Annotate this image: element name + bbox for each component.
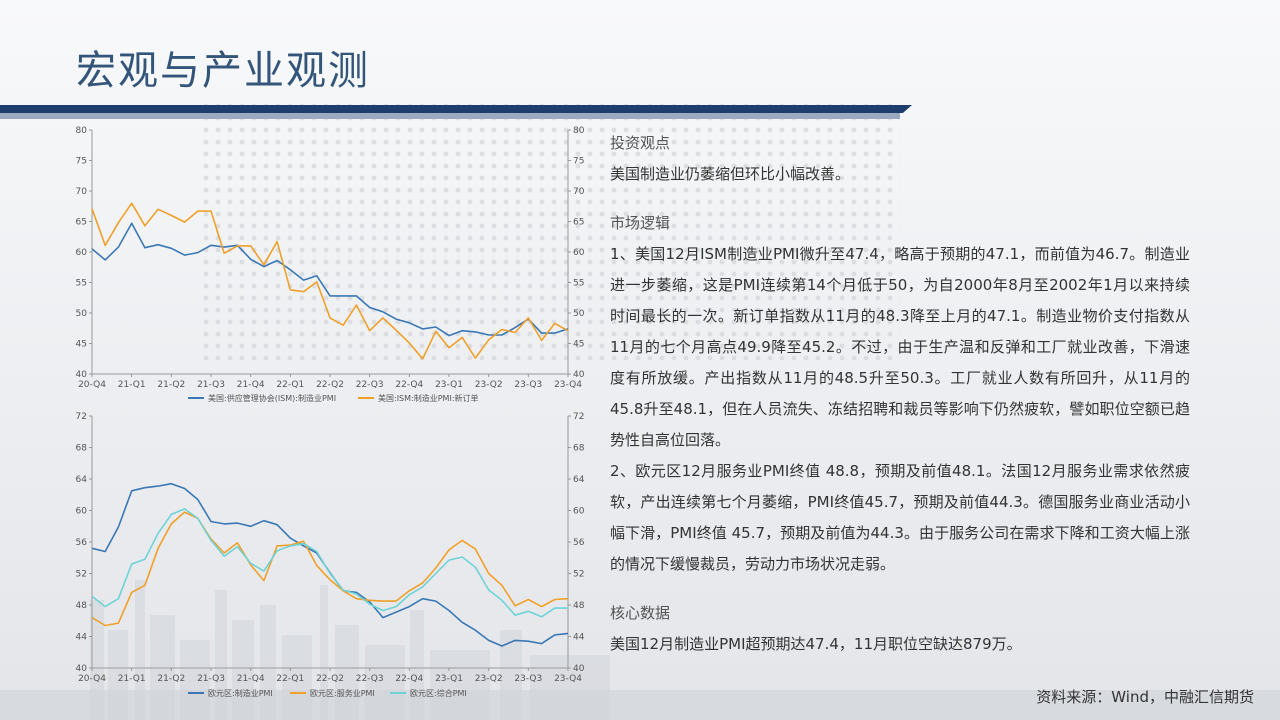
y2-tick-label: 60 [573, 507, 585, 517]
y2-tick-label: 44 [573, 633, 585, 643]
x-tick-label: 20-Q4 [78, 380, 106, 390]
y2-tick-label: 50 [573, 309, 585, 319]
source-note: 资料来源：Wind，中融汇信期货 [1036, 688, 1254, 706]
x-tick-label: 23-Q2 [475, 380, 503, 390]
x-tick-label: 22-Q3 [356, 674, 384, 684]
y-tick-label: 64 [76, 475, 88, 485]
section-heading-core-data: 核心数据 [610, 604, 671, 622]
view-text: 美国制造业仍萎缩但环比小幅改善。 [610, 165, 851, 183]
legend-label-1: 美国:ISM:制造业PMI:新订单 [378, 393, 479, 403]
y2-tick-label: 75 [573, 157, 584, 167]
section-heading-logic: 市场逻辑 [610, 214, 671, 232]
x-tick-label: 23-Q3 [514, 674, 542, 684]
x-tick-label: 22-Q2 [316, 380, 344, 390]
legend-label-1: 欧元区:服务业PMI [310, 688, 375, 698]
x-tick-label: 21-Q1 [118, 674, 146, 684]
y-tick-label: 55 [76, 279, 87, 289]
y-tick-label: 60 [76, 507, 88, 517]
logic-paragraph-2: 2、欧元区12月服务业PMI终值 48.8，预期及前值48.1。法国12月服务业… [610, 462, 1190, 573]
x-tick-label: 22-Q1 [276, 380, 304, 390]
y-tick-label: 56 [76, 538, 88, 548]
title-band-light [0, 113, 900, 119]
y2-tick-label: 40 [573, 370, 585, 380]
euro-pmi-chart: 40 44 48 52 56 60 64 68 72 40 44 48 52 56 60 64 68 72 20-Q… [76, 412, 585, 698]
us-pmi-chart: 40 45 50 55 60 65 70 75 80 40 45 50 55 60 65 70 75 80 20-Q… [76, 126, 585, 403]
logic-paragraph-1: 1、美国12月ISM制造业PMI微升至47.4，略高于预期的47.1，而前值为4… [610, 245, 1190, 449]
y2-tick-label: 60 [573, 248, 585, 258]
series-line-0 [91, 222, 569, 337]
x-tick-label: 21-Q3 [197, 674, 225, 684]
x-tick-label: 21-Q1 [118, 380, 146, 390]
y-tick-label: 50 [76, 309, 88, 319]
legend-label-0: 美国:供应管理协会(ISM):制造业PMI [208, 393, 336, 403]
x-tick-label: 22-Q4 [395, 674, 423, 684]
title-band [0, 105, 912, 113]
y-tick-label: 80 [76, 126, 88, 136]
y2-tick-label: 45 [573, 340, 584, 350]
x-tick-label: 22-Q3 [356, 380, 384, 390]
x-tick-label: 23-Q1 [435, 674, 463, 684]
section-heading-view: 投资观点 [610, 134, 671, 152]
y-tick-label: 60 [76, 248, 88, 258]
y2-tick-label: 70 [573, 187, 585, 197]
y2-tick-label: 48 [573, 601, 585, 611]
x-tick-label: 22-Q1 [276, 674, 304, 684]
x-tick-label: 23-Q2 [475, 674, 503, 684]
y-tick-label: 44 [76, 633, 88, 643]
y-tick-label: 40 [76, 370, 88, 380]
x-tick-label: 23-Q4 [554, 380, 582, 390]
series-line-1 [91, 202, 569, 360]
x-tick-label: 23-Q3 [514, 380, 542, 390]
y-tick-label: 72 [76, 412, 87, 422]
series-line-0 [91, 482, 569, 647]
y-tick-label: 48 [76, 601, 88, 611]
legend-label-0: 欧元区:制造业PMI [208, 688, 273, 698]
y-tick-label: 65 [76, 218, 87, 228]
y2-tick-label: 65 [573, 218, 584, 228]
x-tick-label: 21-Q2 [157, 380, 185, 390]
y-tick-label: 70 [76, 187, 88, 197]
commentary-panel: 投资观点 美国制造业仍萎缩但环比小幅改善。 市场逻辑 1、美国12月ISM制造业… [610, 128, 1190, 660]
y2-tick-label: 80 [573, 126, 585, 136]
y2-tick-label: 56 [573, 538, 585, 548]
x-tick-label: 23-Q1 [435, 380, 463, 390]
x-tick-label: 21-Q2 [157, 674, 185, 684]
y-tick-label: 52 [76, 570, 87, 580]
legend-label-2: 欧元区:综合PMI [410, 688, 467, 698]
world-map-decoration [200, 100, 900, 360]
x-tick-label: 21-Q4 [237, 380, 265, 390]
x-tick-label: 21-Q3 [197, 380, 225, 390]
y-tick-label: 75 [76, 157, 87, 167]
x-tick-label: 21-Q4 [237, 674, 265, 684]
x-tick-label: 23-Q4 [554, 674, 582, 684]
y2-tick-label: 68 [573, 444, 585, 454]
y2-tick-label: 55 [573, 279, 584, 289]
series-line-2 [91, 508, 568, 618]
page-title: 宏观与产业观测 [76, 48, 370, 94]
core-data-text: 美国12月制造业PMI超预期达47.4，11月职位空缺达879万。 [610, 635, 1022, 653]
y-tick-label: 40 [76, 664, 88, 674]
y2-tick-label: 40 [573, 664, 585, 674]
y-tick-label: 68 [76, 444, 88, 454]
series-line-1 [91, 511, 569, 627]
x-tick-label: 22-Q2 [316, 674, 344, 684]
y2-tick-label: 64 [573, 475, 585, 485]
y2-tick-label: 72 [573, 412, 584, 422]
y2-tick-label: 52 [573, 570, 584, 580]
x-tick-label: 22-Q4 [395, 380, 423, 390]
y-tick-label: 45 [76, 340, 87, 350]
x-tick-label: 20-Q4 [78, 674, 106, 684]
